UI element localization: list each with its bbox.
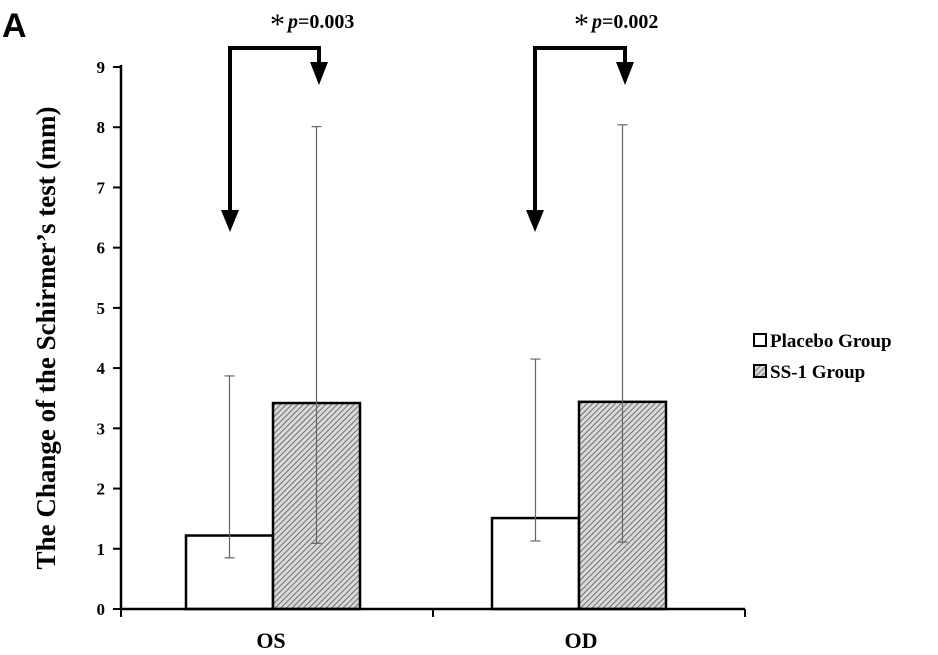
error-bars [224, 124, 628, 559]
y-tick-label: 0 [97, 600, 106, 619]
y-tick-label: 2 [97, 480, 106, 499]
y-tick-label: 4 [97, 359, 106, 378]
category-label-od: OD [565, 628, 598, 653]
y-tick-label: 8 [97, 118, 106, 137]
p-value: =0.002 [602, 11, 658, 33]
legend-swatch-ss1 [753, 364, 767, 378]
category-label-os: OS [256, 628, 285, 653]
p-value: =0.003 [298, 11, 354, 33]
y-tick-label: 7 [97, 178, 106, 197]
p-value-label: p=0.002 [590, 11, 658, 33]
p-value-label: p=0.003 [286, 11, 354, 33]
significance-bracket-od [526, 46, 634, 232]
y-axis-ticks: 0 1 2 3 4 5 6 7 8 9 [97, 58, 121, 619]
bars [184, 400, 668, 611]
legend: Placebo Group SS-1 Group [753, 331, 892, 383]
y-tick-label: 6 [97, 239, 106, 258]
y-tick-label: 9 [97, 58, 106, 77]
legend-swatch-placebo [753, 333, 767, 347]
y-axis-label: The Change of the Schirmer’s test (mm) [31, 107, 61, 570]
panel-label: A [2, 7, 27, 45]
p-symbol: p [590, 11, 602, 33]
y-tick-label: 1 [97, 540, 106, 559]
legend-label-ss1: SS-1 Group [770, 362, 865, 383]
significance-star: * [574, 8, 589, 41]
significance-star: * [270, 8, 285, 41]
significance-bracket-os [221, 46, 328, 232]
p-symbol: p [286, 11, 298, 33]
legend-label-placebo: Placebo Group [770, 331, 892, 352]
y-tick-label: 3 [97, 419, 106, 438]
y-tick-label: 5 [97, 299, 106, 318]
